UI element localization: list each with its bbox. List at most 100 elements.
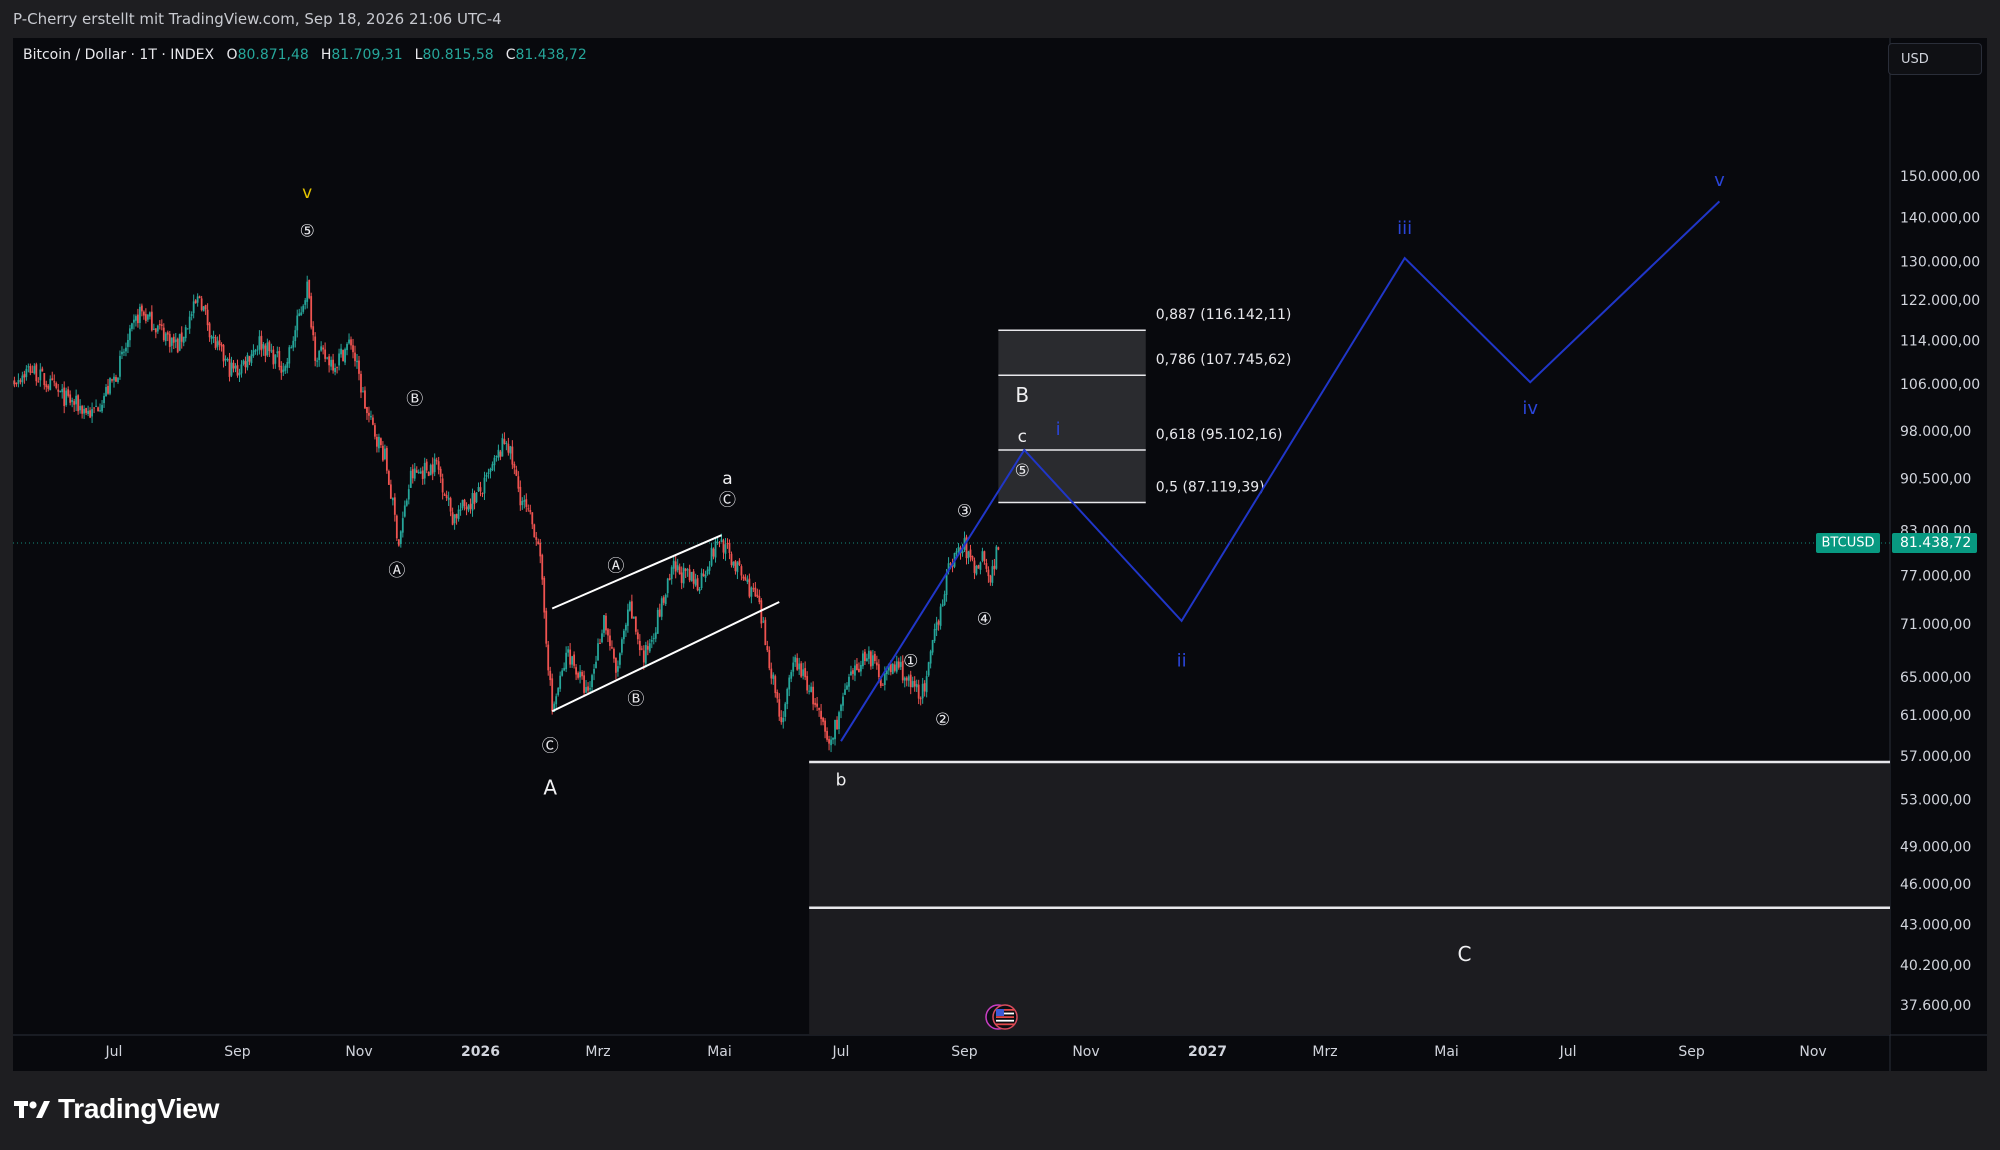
candle xyxy=(949,563,952,565)
candle xyxy=(242,360,245,365)
candle xyxy=(437,461,440,470)
candle xyxy=(429,465,432,476)
wave-label[interactable]: c xyxy=(1018,427,1027,447)
candle xyxy=(316,360,319,362)
candle xyxy=(967,551,970,559)
candle xyxy=(636,632,639,640)
wave-label[interactable]: i xyxy=(1056,419,1061,440)
us-flag-canton xyxy=(996,1009,1004,1016)
wave-label[interactable]: ③ xyxy=(957,502,972,522)
wave-label[interactable]: ④ xyxy=(977,609,992,629)
candle xyxy=(943,594,946,605)
projection-path[interactable] xyxy=(840,200,1721,742)
candle xyxy=(322,347,325,350)
candle xyxy=(945,572,948,595)
candle xyxy=(306,281,309,302)
wave-label[interactable]: v xyxy=(1714,170,1725,191)
candle xyxy=(298,313,301,316)
candle xyxy=(206,309,209,326)
target-zone[interactable] xyxy=(809,762,1890,1035)
candle xyxy=(601,633,603,643)
candle xyxy=(615,657,617,673)
candle xyxy=(109,378,111,394)
candle xyxy=(802,669,805,676)
candle xyxy=(445,495,448,499)
fib-zone[interactable] xyxy=(998,330,1146,503)
wave-label[interactable]: a xyxy=(722,469,732,489)
tradingview-logo[interactable]: TradingView xyxy=(14,1093,219,1125)
candle xyxy=(856,663,858,671)
candle xyxy=(148,312,151,317)
candle xyxy=(97,407,99,412)
candle xyxy=(529,510,532,513)
candle xyxy=(957,547,960,552)
candle xyxy=(111,379,113,381)
wave-label[interactable]: b xyxy=(836,770,847,790)
fib-level-label: 0,786 (107.745,62) xyxy=(1156,352,1292,368)
wave-label[interactable]: iv xyxy=(1522,398,1538,419)
candle xyxy=(262,344,265,349)
wave-label[interactable]: Ⓒ xyxy=(719,491,736,511)
candle xyxy=(264,345,267,356)
time-tick-label: 2026 xyxy=(461,1044,500,1060)
wave-label[interactable]: B xyxy=(1015,383,1029,407)
channel-line[interactable] xyxy=(551,534,722,610)
wave-label[interactable]: Ⓒ xyxy=(542,736,559,756)
candle xyxy=(274,354,277,364)
time-tick-label: Mai xyxy=(1434,1044,1459,1060)
candle xyxy=(917,684,920,699)
candle xyxy=(517,476,520,489)
candle xyxy=(39,369,42,381)
candle xyxy=(774,676,777,694)
wave-label[interactable]: ② xyxy=(935,710,950,730)
wave-label[interactable]: Ⓐ xyxy=(607,557,624,577)
candle xyxy=(17,379,20,384)
candle xyxy=(772,674,775,679)
candle xyxy=(338,353,340,366)
candle xyxy=(541,555,544,580)
wave-label[interactable]: Ⓐ xyxy=(388,561,405,581)
candle xyxy=(129,328,131,341)
candle xyxy=(766,646,769,651)
wave-label[interactable]: v xyxy=(302,183,312,203)
candle xyxy=(441,478,444,493)
candle xyxy=(939,606,942,626)
candle xyxy=(533,524,536,538)
wave-label[interactable]: Ⓑ xyxy=(627,690,644,710)
candle xyxy=(579,671,581,678)
candle xyxy=(977,565,980,569)
wave-label[interactable]: ⑤ xyxy=(1015,461,1030,481)
candle xyxy=(690,571,693,582)
candle xyxy=(411,469,414,479)
candle xyxy=(565,652,568,670)
candle xyxy=(919,698,922,700)
chart-canvas[interactable]: 0,887 (116.142,11) 0,786 (107.745,62) 0,61… xyxy=(13,38,1987,1071)
channel-line[interactable] xyxy=(551,601,780,713)
us-flag-stripe xyxy=(996,1012,1014,1015)
candle xyxy=(844,689,846,695)
candle xyxy=(983,551,986,562)
wave-label[interactable]: ii xyxy=(1177,651,1187,672)
candle xyxy=(678,566,681,575)
candle xyxy=(818,708,820,710)
wave-label[interactable]: Ⓑ xyxy=(406,389,423,409)
candle xyxy=(800,663,803,677)
symbol-name[interactable]: Bitcoin / Dollar · 1T · INDEX xyxy=(23,47,215,63)
candle xyxy=(810,686,813,692)
wave-label[interactable]: ⑤ xyxy=(300,221,315,241)
wave-label[interactable]: A xyxy=(543,776,557,800)
candle xyxy=(589,688,591,690)
candle xyxy=(869,651,872,667)
chart-frame[interactable]: 0,887 (116.142,11) 0,786 (107.745,62) 0,61… xyxy=(13,38,1987,1071)
currency-selector[interactable]: USD xyxy=(1888,43,1982,75)
candle xyxy=(613,648,615,659)
time-tick-label: 2027 xyxy=(1188,1044,1227,1060)
candle xyxy=(244,361,247,368)
candle xyxy=(585,687,587,693)
candle xyxy=(756,594,759,597)
candle xyxy=(113,376,115,381)
wave-label[interactable]: C xyxy=(1457,942,1471,966)
candle xyxy=(376,436,378,447)
wave-label[interactable]: ① xyxy=(903,652,918,672)
wave-label[interactable]: iii xyxy=(1397,218,1412,239)
